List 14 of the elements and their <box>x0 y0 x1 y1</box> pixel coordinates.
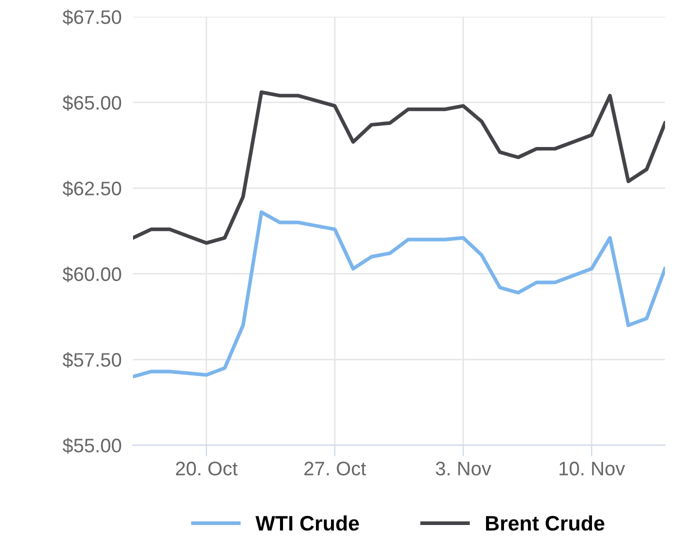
x-tick-label: 27. Oct <box>304 462 366 476</box>
y-tick-label: $67.50 <box>62 9 122 26</box>
x-tick-label: 10. Nov <box>560 462 626 476</box>
y-tick-label: $65.00 <box>62 95 122 111</box>
x-tick-label: 20. Oct <box>176 462 238 476</box>
line-series <box>133 210 665 378</box>
y-tick-label: $60.00 <box>62 266 122 282</box>
y-tick-label: $55.00 <box>62 438 122 454</box>
legend-label: WTI Crude <box>256 515 359 531</box>
line-series <box>133 90 665 245</box>
y-tick-label: $57.50 <box>62 352 122 368</box>
x-tick-label: 3. Nov <box>436 462 492 476</box>
y-tick-label: $62.50 <box>62 180 122 197</box>
legend-label: Brent Crude <box>486 515 604 531</box>
